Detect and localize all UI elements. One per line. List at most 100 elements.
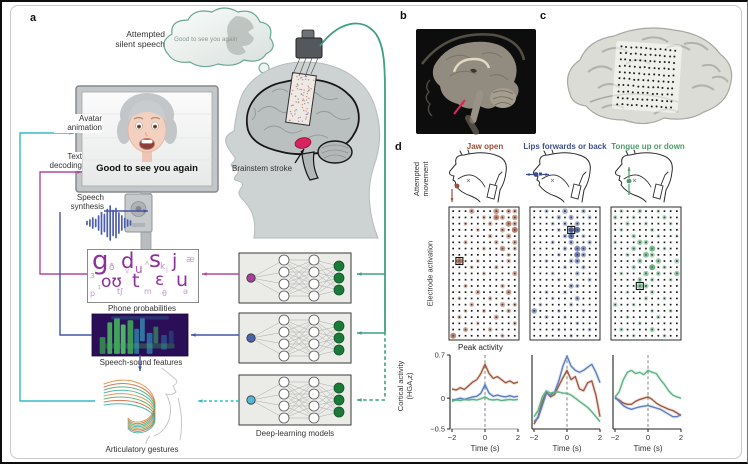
brainstem-stroke-region bbox=[294, 137, 312, 149]
electrode-activation-label: Electrode activation bbox=[425, 240, 435, 307]
nn-output-node bbox=[333, 332, 345, 344]
vocal-tract-sketch bbox=[615, 149, 673, 203]
time-axis-label: Time (s) bbox=[633, 444, 662, 453]
nn-output-node bbox=[333, 320, 345, 332]
monitor bbox=[75, 85, 219, 255]
panel-a-label: a bbox=[30, 12, 37, 24]
peak-activity-plot: −2 0 2 0.7 0 −0.5 Time (s) bbox=[430, 351, 520, 453]
speech-sound-features-label: Speech-sound features bbox=[99, 358, 183, 367]
speech-synthesis-label: Speech synthesis bbox=[58, 193, 104, 212]
activity-trace bbox=[614, 369, 682, 399]
svg-text:2: 2 bbox=[516, 433, 520, 442]
electrode-grid-patch bbox=[611, 40, 683, 114]
phone-glyph: v bbox=[125, 267, 130, 275]
activity-trace bbox=[451, 383, 519, 401]
phone-glyph: ɪ bbox=[98, 283, 101, 291]
column-title-jaw: Jaw open bbox=[466, 142, 504, 151]
activity-trace bbox=[533, 355, 601, 423]
svg-text:0: 0 bbox=[646, 433, 650, 442]
nn-output-node bbox=[333, 272, 345, 284]
phone-glyph: i bbox=[104, 257, 107, 266]
phone-glyph: tʃ bbox=[117, 287, 123, 296]
phone-glyph: s bbox=[149, 249, 161, 273]
highlighted-electrode bbox=[567, 225, 576, 234]
phone-glyph: d bbox=[121, 249, 135, 273]
time-axis-label: Time (s) bbox=[552, 444, 581, 453]
percutaneous-connector bbox=[292, 29, 323, 78]
text-decoding-label: Text decoding bbox=[38, 152, 82, 171]
speaker bbox=[124, 193, 153, 233]
thought-bubble-text: Good to see you again bbox=[174, 36, 238, 43]
cortical-activity-line1: Cortical activity bbox=[396, 360, 405, 412]
flow-arrows bbox=[19, 22, 466, 403]
electrode-grid bbox=[529, 206, 601, 341]
nn-box bbox=[238, 252, 352, 304]
mri-sagittal-image bbox=[416, 29, 536, 135]
svg-text:2: 2 bbox=[679, 433, 683, 442]
time-axis-label: Time (s) bbox=[470, 444, 499, 453]
peak-activity-plot: −2 0 2 Time (s) bbox=[611, 355, 683, 453]
nn-input-node bbox=[246, 395, 256, 405]
brain-3d-render bbox=[567, 27, 733, 125]
electrode-array-implant bbox=[285, 72, 317, 126]
panel-c-label: c bbox=[540, 10, 547, 22]
svg-text:0: 0 bbox=[441, 394, 445, 403]
vocal-tract-sketches bbox=[449, 149, 673, 203]
phone-glyph: p bbox=[90, 289, 96, 298]
phone-glyph: g bbox=[92, 249, 109, 276]
svg-text:−2: −2 bbox=[611, 433, 620, 442]
activity-trace bbox=[614, 396, 682, 418]
highlighted-electrode bbox=[455, 256, 464, 266]
nn-input-node bbox=[246, 333, 256, 343]
activity-trace bbox=[533, 390, 601, 423]
phone-glyph: j bbox=[166, 265, 168, 273]
speech-waveform bbox=[86, 205, 132, 241]
nn-output-node bbox=[333, 344, 345, 356]
activity-trace bbox=[451, 363, 519, 391]
svg-text:−2: −2 bbox=[448, 433, 457, 442]
nn-output-node bbox=[333, 406, 345, 418]
screen-caption: Good to see you again bbox=[96, 163, 198, 174]
activity-trace bbox=[614, 396, 682, 417]
svg-text:2: 2 bbox=[598, 433, 602, 442]
phone-glyph: m bbox=[144, 287, 152, 296]
phone-glyph: t bbox=[132, 270, 140, 292]
nn-output-node bbox=[333, 382, 345, 394]
thought-bubble bbox=[163, 7, 278, 80]
cortical-activity-line2: (HGA,z) bbox=[404, 372, 414, 400]
phone-glyph: θ bbox=[162, 289, 167, 298]
attempted-silent-speech-label: Attempted silent speech bbox=[115, 29, 165, 50]
electrode-grid bbox=[610, 206, 682, 341]
electrode-grid bbox=[448, 206, 520, 341]
peak-activity-title: Peak activity bbox=[458, 343, 503, 352]
silhouette-in-bubble bbox=[226, 16, 254, 55]
phone-glyph: ʌ bbox=[145, 259, 150, 267]
vocal-tract-sketch bbox=[449, 149, 507, 203]
vocal-tract-sketch bbox=[526, 149, 591, 203]
phone-glyph: ə bbox=[183, 287, 188, 296]
svg-text:0.7: 0.7 bbox=[435, 351, 445, 360]
highlighted-electrode bbox=[635, 281, 644, 291]
phone-glyph: j bbox=[172, 250, 178, 272]
nn-box bbox=[238, 312, 352, 364]
nn-output-node bbox=[333, 394, 345, 406]
nn-output-node bbox=[333, 284, 345, 296]
phone-glyph: ð bbox=[109, 263, 115, 273]
column-title-tongue: Tongue up or down bbox=[611, 142, 685, 151]
attempted-movement-label: Attempted movement bbox=[412, 161, 430, 197]
nn-output-node bbox=[333, 260, 345, 272]
brain-illustration bbox=[245, 29, 360, 181]
avatar-face bbox=[117, 93, 177, 162]
phone-probabilities-box: g d s j u k æ i ð ʌ j v oʊ t ɛ u ɜ p tʃ m θ ɪ ə bbox=[87, 249, 199, 303]
panel-b-label: b bbox=[400, 10, 407, 22]
implant-cable bbox=[319, 22, 386, 332]
phone-probabilities-label: Phone probabilities bbox=[107, 304, 177, 313]
articulatory-gestures-art bbox=[103, 367, 183, 445]
electrode-activation-grids bbox=[448, 206, 682, 341]
deep-learning-models bbox=[238, 252, 352, 426]
avatar-animation-label: Avatar animation bbox=[54, 114, 102, 133]
nn-box bbox=[238, 374, 352, 426]
phone-glyph: oʊ bbox=[101, 272, 122, 292]
